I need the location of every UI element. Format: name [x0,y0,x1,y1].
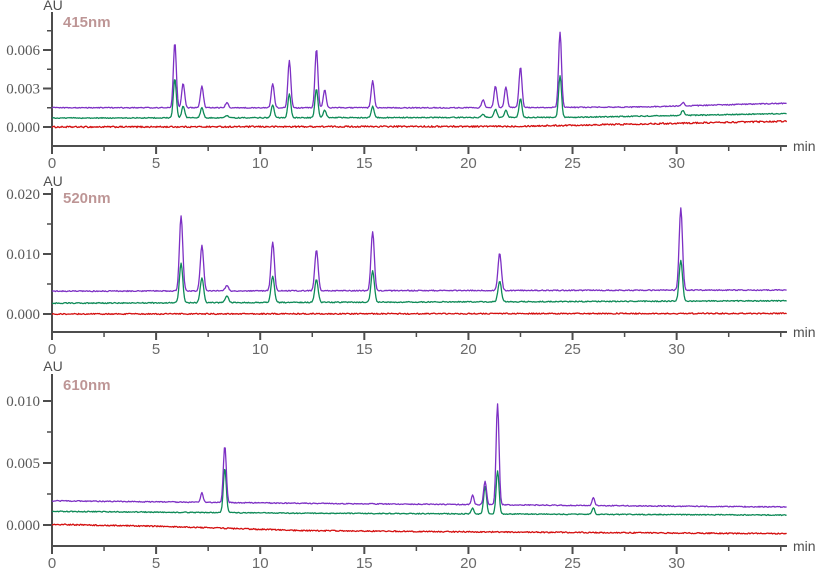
x-tick-label: 30 [668,341,685,358]
trace-red [51,120,788,129]
x-tick-label: 20 [460,555,477,572]
trace-purple [51,207,787,293]
x-tick-label: 5 [152,341,160,358]
x-tick-label: 25 [564,155,581,172]
x-tick-label: 25 [564,341,581,358]
y-tick-label: 0.000 [6,307,40,323]
trace-green [51,259,787,305]
x-tick-label: 5 [152,155,160,172]
x-tick-label: 0 [48,155,56,172]
x-axis-unit-label: min [793,138,816,154]
x-tick-label: 30 [668,555,685,572]
y-axis-unit-label: AU [43,0,62,13]
x-tick-label: 20 [460,155,477,172]
trace-green [51,75,787,120]
x-tick-label: 0 [48,555,56,572]
y-tick-label: 0.003 [6,82,40,98]
x-tick-label: 15 [356,155,373,172]
y-tick-label: 0.020 [6,187,40,203]
trace-red [51,523,787,535]
wavelength-label: 520nm [63,190,111,207]
panel-2: 0.000 0.010 0.020 0 5 10 15 20 25 30 AU min 520nm [6,173,815,358]
y-axis-unit-label: AU [43,173,62,189]
panel-3: 0.000 0.005 0.010 0 5 10 15 20 25 30 AU min 610nm [6,358,815,572]
x-axis-unit-label: min [793,324,816,340]
x-tick-label: 30 [668,155,685,172]
x-tick-label: 5 [152,555,160,572]
y-axis-unit-label: AU [43,358,62,374]
x-tick-label: 20 [460,341,477,358]
x-tick-label: 15 [356,341,373,358]
y-tick-label: 0.000 [6,120,40,136]
trace-red [51,312,787,316]
y-tick-label: 0.010 [6,394,40,410]
x-tick-label: 25 [564,555,581,572]
y-tick-label: 0.006 [6,43,40,59]
y-tick-label: 0.005 [6,456,40,472]
panel-1: 0.000 0.003 0.006 0 5 10 15 20 25 30 AU min 415nm [6,0,815,172]
x-tick-label: 0 [48,341,56,358]
x-tick-label: 10 [252,555,269,572]
x-axis-unit-label: min [793,538,816,554]
trace-purple [51,403,787,509]
y-tick-label: 0.000 [6,518,40,534]
x-tick-label: 10 [252,155,269,172]
wavelength-label: 610nm [63,377,111,394]
trace-purple [51,31,787,109]
x-tick-label: 10 [252,341,269,358]
y-tick-label: 0.010 [6,247,40,263]
trace-green [51,468,787,517]
wavelength-label: 415nm [63,14,111,31]
x-tick-label: 15 [356,555,373,572]
